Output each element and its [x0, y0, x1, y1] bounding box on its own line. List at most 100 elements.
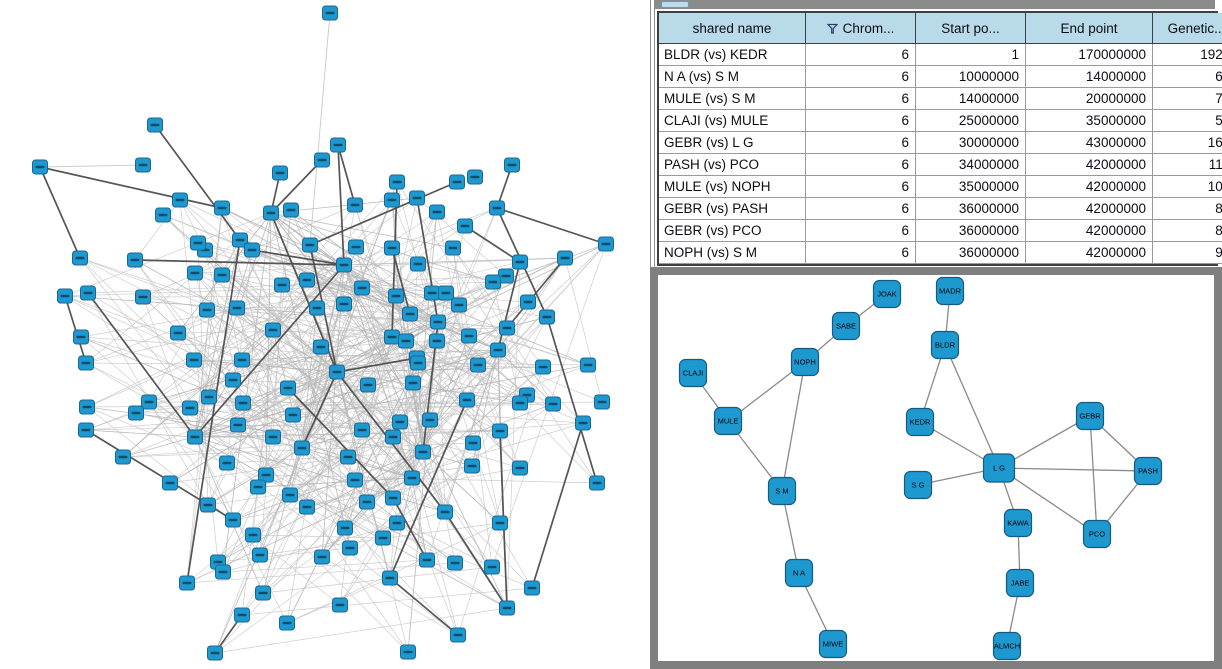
network-node[interactable] — [580, 357, 596, 373]
network-node-joak[interactable]: JOAK — [872, 279, 902, 309]
column-header-chrom[interactable]: Chrom... — [805, 13, 916, 44]
network-node[interactable] — [375, 530, 391, 546]
network-node[interactable] — [322, 5, 338, 21]
network-node[interactable] — [214, 267, 230, 283]
network-node[interactable] — [127, 252, 143, 268]
network-node[interactable] — [141, 394, 157, 410]
network-node[interactable] — [382, 570, 398, 586]
network-node-kawa[interactable]: KAWA — [1003, 508, 1033, 538]
network-node-sm[interactable]: S M — [767, 476, 797, 506]
network-node-madr[interactable]: MADR — [935, 276, 965, 306]
network-node[interactable] — [115, 449, 131, 465]
network-node[interactable] — [539, 309, 555, 325]
network-node[interactable] — [405, 375, 421, 391]
network-node[interactable] — [313, 339, 329, 355]
network-node[interactable] — [388, 288, 404, 304]
network-node[interactable] — [445, 240, 461, 256]
network-node[interactable] — [359, 494, 375, 510]
network-node[interactable] — [512, 254, 528, 270]
network-node-pash[interactable]: PASH — [1133, 456, 1163, 486]
network-node[interactable] — [461, 328, 477, 344]
network-node[interactable] — [354, 280, 370, 296]
network-node[interactable] — [258, 467, 274, 483]
network-node-na[interactable]: N A — [784, 558, 814, 588]
network-node[interactable] — [492, 515, 508, 531]
network-node[interactable] — [199, 302, 215, 318]
network-node[interactable] — [225, 372, 241, 388]
network-node[interactable] — [429, 204, 445, 220]
network-node[interactable] — [409, 190, 425, 206]
panel-splitter[interactable] — [650, 0, 658, 267]
network-node[interactable] — [490, 342, 506, 358]
network-node[interactable] — [598, 236, 614, 252]
network-node[interactable] — [172, 192, 188, 208]
network-node[interactable] — [147, 117, 163, 133]
network-node[interactable] — [187, 429, 203, 445]
network-node[interactable] — [398, 333, 414, 349]
network-node-pco[interactable]: PCO — [1082, 519, 1112, 549]
network-node[interactable] — [575, 415, 591, 431]
network-node[interactable] — [404, 470, 420, 486]
network-node[interactable] — [330, 137, 346, 153]
network-node[interactable] — [309, 300, 325, 316]
network-node[interactable] — [354, 422, 370, 438]
network-node[interactable] — [340, 449, 356, 465]
network-node[interactable] — [499, 600, 515, 616]
network-node[interactable] — [283, 202, 299, 218]
network-node[interactable] — [347, 197, 363, 213]
network-node[interactable] — [465, 435, 481, 451]
network-node[interactable] — [402, 306, 418, 322]
network-node[interactable] — [430, 314, 446, 330]
network-node[interactable] — [187, 265, 203, 281]
network-node[interactable] — [255, 585, 271, 601]
table-scroll-chip[interactable] — [661, 1, 689, 8]
network-node[interactable] — [245, 527, 261, 543]
network-node[interactable] — [32, 159, 48, 175]
network-node[interactable] — [314, 549, 330, 565]
network-node[interactable] — [155, 207, 171, 223]
network-node-kedr[interactable]: KEDR — [905, 407, 935, 437]
network-node[interactable] — [384, 240, 400, 256]
network-node[interactable] — [410, 355, 426, 371]
network-node[interactable] — [489, 200, 505, 216]
network-node-claji[interactable]: CLAJI — [678, 358, 708, 388]
network-node[interactable] — [392, 414, 408, 430]
network-node[interactable] — [470, 357, 486, 373]
network-node[interactable] — [225, 512, 241, 528]
network-node[interactable] — [332, 597, 348, 613]
network-node[interactable] — [214, 200, 230, 216]
network-node[interactable] — [492, 423, 508, 439]
network-node[interactable] — [400, 644, 416, 660]
network-node[interactable] — [512, 395, 528, 411]
network-node[interactable] — [72, 250, 88, 266]
network-node[interactable] — [234, 607, 250, 623]
network-node[interactable] — [207, 645, 223, 661]
network-node[interactable] — [299, 499, 315, 515]
sub-network-canvas[interactable]: JOAK SABE MADR BLDR NOPH CLAJI MULE KEDR GEBR L G… — [658, 275, 1214, 661]
filter-funnel-icon[interactable] — [826, 23, 838, 34]
network-node[interactable] — [285, 407, 301, 423]
network-node[interactable] — [162, 475, 178, 491]
network-node[interactable] — [294, 440, 310, 456]
network-node[interactable] — [450, 627, 466, 643]
network-node[interactable] — [419, 552, 435, 568]
network-node[interactable] — [467, 169, 483, 185]
network-node[interactable] — [280, 380, 296, 396]
main-network-canvas[interactable] — [0, 0, 650, 669]
network-node[interactable] — [389, 174, 405, 190]
network-node[interactable] — [232, 232, 248, 248]
network-node[interactable] — [265, 429, 281, 445]
network-node[interactable] — [244, 242, 260, 258]
network-node[interactable] — [459, 392, 475, 408]
network-node[interactable] — [451, 297, 467, 313]
column-header-genetic[interactable]: Genetic... — [1152, 13, 1222, 44]
network-node-sg[interactable]: S G — [903, 470, 933, 500]
network-node[interactable] — [235, 395, 251, 411]
network-node[interactable] — [201, 389, 217, 405]
